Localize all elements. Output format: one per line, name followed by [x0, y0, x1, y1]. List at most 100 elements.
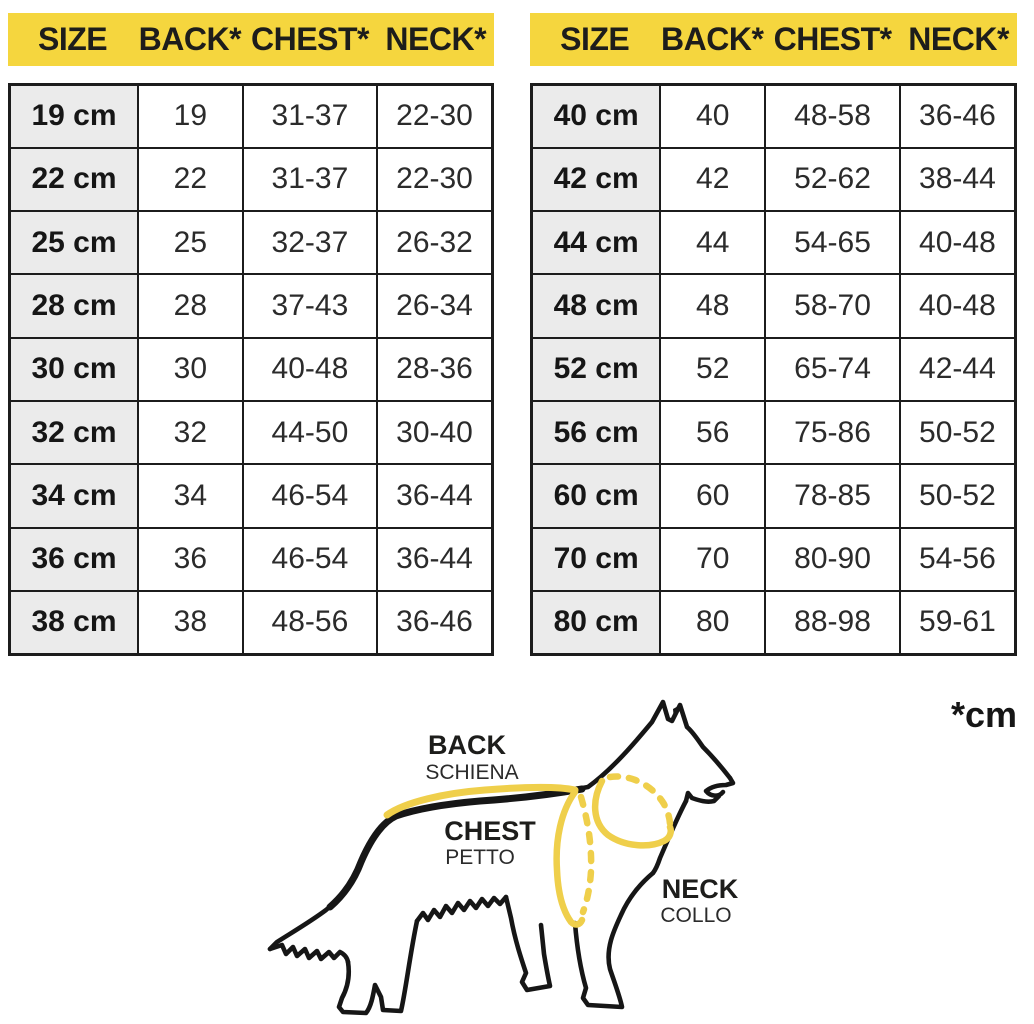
table-row: 19 cm 19 31-37 22-30 [8, 83, 494, 149]
back-sublabel: SCHIENA [425, 761, 518, 784]
table-row: 34 cm 34 46-54 36-44 [8, 463, 494, 529]
neck-cell: 28-36 [376, 336, 494, 402]
back-cell: 25 [136, 210, 244, 276]
table-header-small: SIZE BACK* CHEST* NECK* [8, 13, 494, 66]
table-row: 56 cm 56 75-86 50-52 [530, 399, 1017, 466]
back-cell: 22 [136, 146, 244, 213]
dog-throat-chest-line [650, 798, 689, 876]
neck-cell: 36-46 [898, 83, 1017, 149]
dog-back-thick-stroke [326, 785, 586, 911]
dog-measurement-diagram: BACK SCHIENA CHEST PETTO NECK COLLO [230, 690, 790, 1024]
units-footnote: *cm [950, 694, 1017, 735]
back-cell: 44 [659, 210, 767, 276]
size-cell: 36 cm [8, 526, 139, 592]
table-row: 36 cm 36 46-54 36-44 [8, 526, 494, 592]
back-cell: 38 [136, 589, 244, 656]
back-cell: 52 [659, 336, 767, 402]
table-row: 22 cm 22 31-37 22-30 [8, 146, 494, 213]
chest-cell: 31-37 [241, 146, 379, 213]
table-row: 42 cm 42 52-62 38-44 [530, 146, 1017, 213]
table-row: 70 cm 70 80-90 54-56 [530, 526, 1017, 592]
back-cell: 28 [136, 273, 244, 339]
neck-cell: 36-44 [376, 526, 494, 592]
neck-label: NECK [662, 874, 739, 904]
back-cell: 36 [136, 526, 244, 592]
size-cell: 48 cm [530, 273, 662, 339]
table-row: 44 cm 44 54-65 40-48 [530, 210, 1017, 276]
neck-cell: 40-48 [898, 273, 1017, 339]
back-cell: 40 [659, 83, 767, 149]
chest-cell: 48-56 [241, 589, 379, 656]
chest-cell: 54-65 [764, 210, 901, 276]
column-header-back: BACK* [661, 21, 764, 57]
chest-cell: 37-43 [241, 273, 379, 339]
size-cell: 52 cm [530, 336, 662, 402]
back-cell: 19 [136, 83, 244, 149]
chest-cell: 65-74 [764, 336, 901, 402]
table-row: 28 cm 28 37-43 26-34 [8, 273, 494, 339]
neck-sublabel: COLLO [660, 904, 731, 927]
neck-cell: 26-34 [376, 273, 494, 339]
table-row: 48 cm 48 58-70 40-48 [530, 273, 1017, 339]
size-cell: 38 cm [8, 589, 139, 656]
column-header-neck: NECK* [908, 21, 1009, 57]
neck-cell: 50-52 [898, 463, 1017, 529]
table-row: 40 cm 40 48-58 36-46 [530, 83, 1017, 149]
dog-ear-shading [673, 705, 680, 721]
chest-measure-line-dashed [577, 793, 595, 916]
neck-cell: 26-32 [376, 210, 494, 276]
back-cell: 32 [136, 399, 244, 466]
column-header-neck: NECK* [385, 21, 487, 57]
chest-cell: 58-70 [764, 273, 901, 339]
neck-cell: 22-30 [376, 83, 494, 149]
size-cell: 70 cm [530, 526, 662, 592]
column-header-size: SIZE [560, 21, 630, 57]
size-cell: 40 cm [530, 83, 662, 149]
size-cell: 34 cm [8, 463, 139, 529]
chest-cell: 48-58 [764, 83, 901, 149]
back-cell: 42 [659, 146, 767, 213]
chest-cell: 31-37 [241, 83, 379, 149]
neck-cell: 50-52 [898, 399, 1017, 466]
dog-tail-fur [267, 942, 351, 965]
table-row: 52 cm 52 65-74 42-44 [530, 336, 1017, 402]
size-cell: 30 cm [8, 336, 139, 402]
dog-hind-legs [336, 918, 420, 1016]
table-row: 80 cm 80 88-98 59-61 [530, 589, 1017, 656]
neck-cell: 22-30 [376, 146, 494, 213]
table-row: 38 cm 38 48-56 36-46 [8, 589, 494, 656]
dog-near-front-leg [572, 870, 656, 1010]
back-cell: 70 [659, 526, 767, 592]
chest-cell: 40-48 [241, 336, 379, 402]
back-cell: 34 [136, 463, 244, 529]
back-cell: 30 [136, 336, 244, 402]
neck-cell: 38-44 [898, 146, 1017, 213]
chest-cell: 80-90 [764, 526, 901, 592]
table-row: 32 cm 32 44-50 30-40 [8, 399, 494, 466]
table-row: 25 cm 25 32-37 26-32 [8, 210, 494, 276]
table-header-large: SIZE BACK* CHEST* NECK* [530, 13, 1017, 66]
dog-belly-fur [414, 894, 509, 924]
chest-cell: 78-85 [764, 463, 901, 529]
chest-cell: 46-54 [241, 463, 379, 529]
size-cell: 80 cm [530, 589, 662, 656]
size-cell: 28 cm [8, 273, 139, 339]
size-cell: 56 cm [530, 399, 662, 466]
column-header-size: SIZE [38, 21, 108, 57]
neck-cell: 30-40 [376, 399, 494, 466]
chest-cell: 88-98 [764, 589, 901, 656]
chest-measure-line-solid [553, 788, 586, 928]
size-cell: 32 cm [8, 399, 139, 466]
size-cell: 22 cm [8, 146, 139, 213]
table-row: 30 cm 30 40-48 28-36 [8, 336, 494, 402]
neck-cell: 40-48 [898, 210, 1017, 276]
size-cell: 19 cm [8, 83, 139, 149]
column-header-chest: CHEST* [251, 21, 369, 57]
column-header-chest: CHEST* [773, 21, 892, 57]
neck-cell: 36-44 [376, 463, 494, 529]
back-cell: 60 [659, 463, 767, 529]
size-cell: 60 cm [530, 463, 662, 529]
size-cell: 44 cm [530, 210, 662, 276]
column-header-back: BACK* [138, 21, 242, 57]
neck-cell: 59-61 [898, 589, 1017, 656]
